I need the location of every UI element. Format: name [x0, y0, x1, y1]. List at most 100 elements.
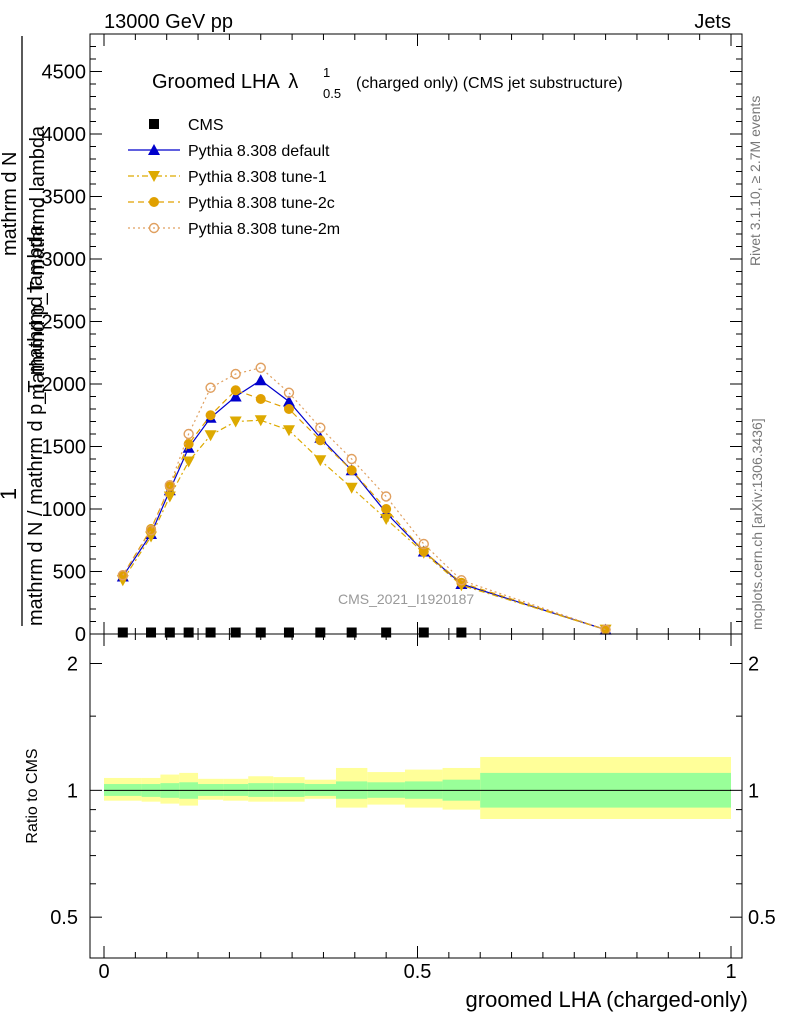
y-tick-label: 0 [75, 624, 86, 646]
data-point [230, 368, 241, 380]
data-point [380, 514, 393, 525]
ylabel-numerator-b: mathrmd p_T mathrmd lambda [27, 125, 49, 400]
ylabel-numerator: mathrm d N [0, 152, 21, 256]
data-point [145, 525, 157, 536]
data-point [183, 439, 194, 449]
title-sup: 1 [323, 65, 330, 80]
data-point [418, 538, 429, 550]
legend-label: Pythia 8.308 default [188, 143, 330, 160]
y-tick-label: 1000 [42, 499, 87, 521]
legend-marker [149, 197, 159, 207]
legend-label: Pythia 8.308 tune-1 [188, 169, 327, 186]
title-main: Groomed LHA [152, 71, 280, 93]
data-point [255, 362, 266, 373]
data-point [418, 627, 429, 638]
data-point [345, 482, 358, 494]
data-point [315, 627, 326, 638]
data-point [164, 627, 175, 638]
data-point [182, 456, 195, 468]
x-tick-label: 0 [98, 961, 109, 983]
legend-marker [148, 171, 160, 182]
legend: CMS Pythia 8.308 default Pythia 8.308 tune… [128, 117, 340, 238]
ratio-y-tick-label-right: 0.5 [748, 907, 776, 929]
data-point [254, 415, 267, 427]
header-left: 13000 GeV pp [104, 11, 233, 33]
data-point [229, 390, 242, 402]
data-point [229, 416, 242, 428]
data-point [117, 627, 128, 638]
series-line [122, 389, 606, 631]
data-point [254, 374, 267, 386]
data-point [282, 425, 295, 437]
title-sub: 0.5 [323, 86, 341, 101]
legend-label: Pythia 8.308 tune-2c [188, 195, 335, 212]
ratio-y-tick-label: 2 [67, 654, 78, 676]
data-point [600, 624, 611, 635]
ratio-y-tick-label-right: 2 [748, 654, 759, 676]
ratio-plot-frame [89, 633, 743, 959]
series-layer [116, 362, 612, 638]
analysis-watermark: CMS_2021_I1920187 [338, 591, 474, 607]
data-point [255, 627, 266, 638]
data-point [230, 385, 241, 396]
data-point [346, 465, 357, 476]
legend-marker [148, 144, 160, 155]
data-point [381, 627, 392, 638]
legend-marker [149, 119, 159, 129]
y-tick-label: 4500 [42, 62, 87, 84]
series-3 [117, 385, 611, 635]
plot-title: Groomed LHA λ 1 0.5 (charged only) (CMS … [152, 65, 623, 101]
data-point [456, 575, 467, 586]
data-point [315, 422, 326, 433]
y-tick-label: 2500 [42, 312, 87, 334]
title-rest: (charged only) (CMS jet substructure) [356, 75, 623, 92]
ratio-x-ticks: 0 0.5 1 [98, 634, 737, 983]
data-point [183, 627, 194, 638]
data-point [346, 627, 357, 638]
data-point [380, 491, 392, 502]
data-point [456, 577, 467, 588]
data-point [315, 435, 326, 446]
data-point [230, 627, 241, 638]
ratio-y-tick-label: 1 [67, 780, 78, 802]
data-point [346, 453, 357, 465]
y-tick-label: 1500 [42, 437, 87, 459]
series-line [122, 419, 606, 631]
main-x-ticks [103, 34, 732, 634]
series-0 [117, 627, 467, 638]
data-point [283, 387, 295, 398]
data-point [183, 428, 194, 440]
y-tick-label: 500 [53, 562, 86, 584]
data-point [205, 382, 216, 393]
y-tick-label: 2000 [42, 374, 87, 396]
y-tick-label: 3000 [42, 249, 87, 271]
data-point [117, 570, 129, 581]
data-point [456, 627, 467, 638]
ratio-y-ticks: 0.5 0.5 1 1 2 2 [50, 654, 776, 930]
data-point [314, 455, 327, 467]
header-right: Jets [694, 11, 731, 33]
ylabel-denominator: mathrm d N / mathrm d p_T mathrmd lambda [25, 224, 47, 626]
y-tick-label: 3500 [42, 187, 87, 209]
ylabel-one: 1 [0, 488, 21, 500]
data-point [255, 394, 266, 404]
y-tick-label: 4000 [42, 124, 87, 146]
data-point [204, 430, 217, 442]
data-point [283, 404, 294, 414]
data-point [164, 480, 176, 491]
x-tick-label: 1 [725, 961, 736, 983]
legend-label: CMS [188, 117, 224, 134]
title-symbol: λ [288, 71, 298, 93]
series-4 [117, 362, 611, 635]
ratio-y-tick-label-right: 1 [748, 780, 759, 802]
legend-label: Pythia 8.308 tune-2m [188, 221, 340, 238]
x-axis-label: groomed LHA (charged-only) [466, 987, 748, 1012]
ratio-bands [104, 756, 731, 820]
series-line [122, 367, 606, 631]
svg-text:Groomed LHA λ: Groomed LHA λ [152, 71, 298, 93]
main-y-axis-label: 1 mathrm d N / mathrm d p_T mathrmd lamb… [0, 36, 49, 626]
legend-marker [148, 222, 160, 234]
rivet-version-label: Rivet 3.1.10, ≥ 2.7M events [747, 96, 763, 266]
data-point [205, 627, 216, 638]
